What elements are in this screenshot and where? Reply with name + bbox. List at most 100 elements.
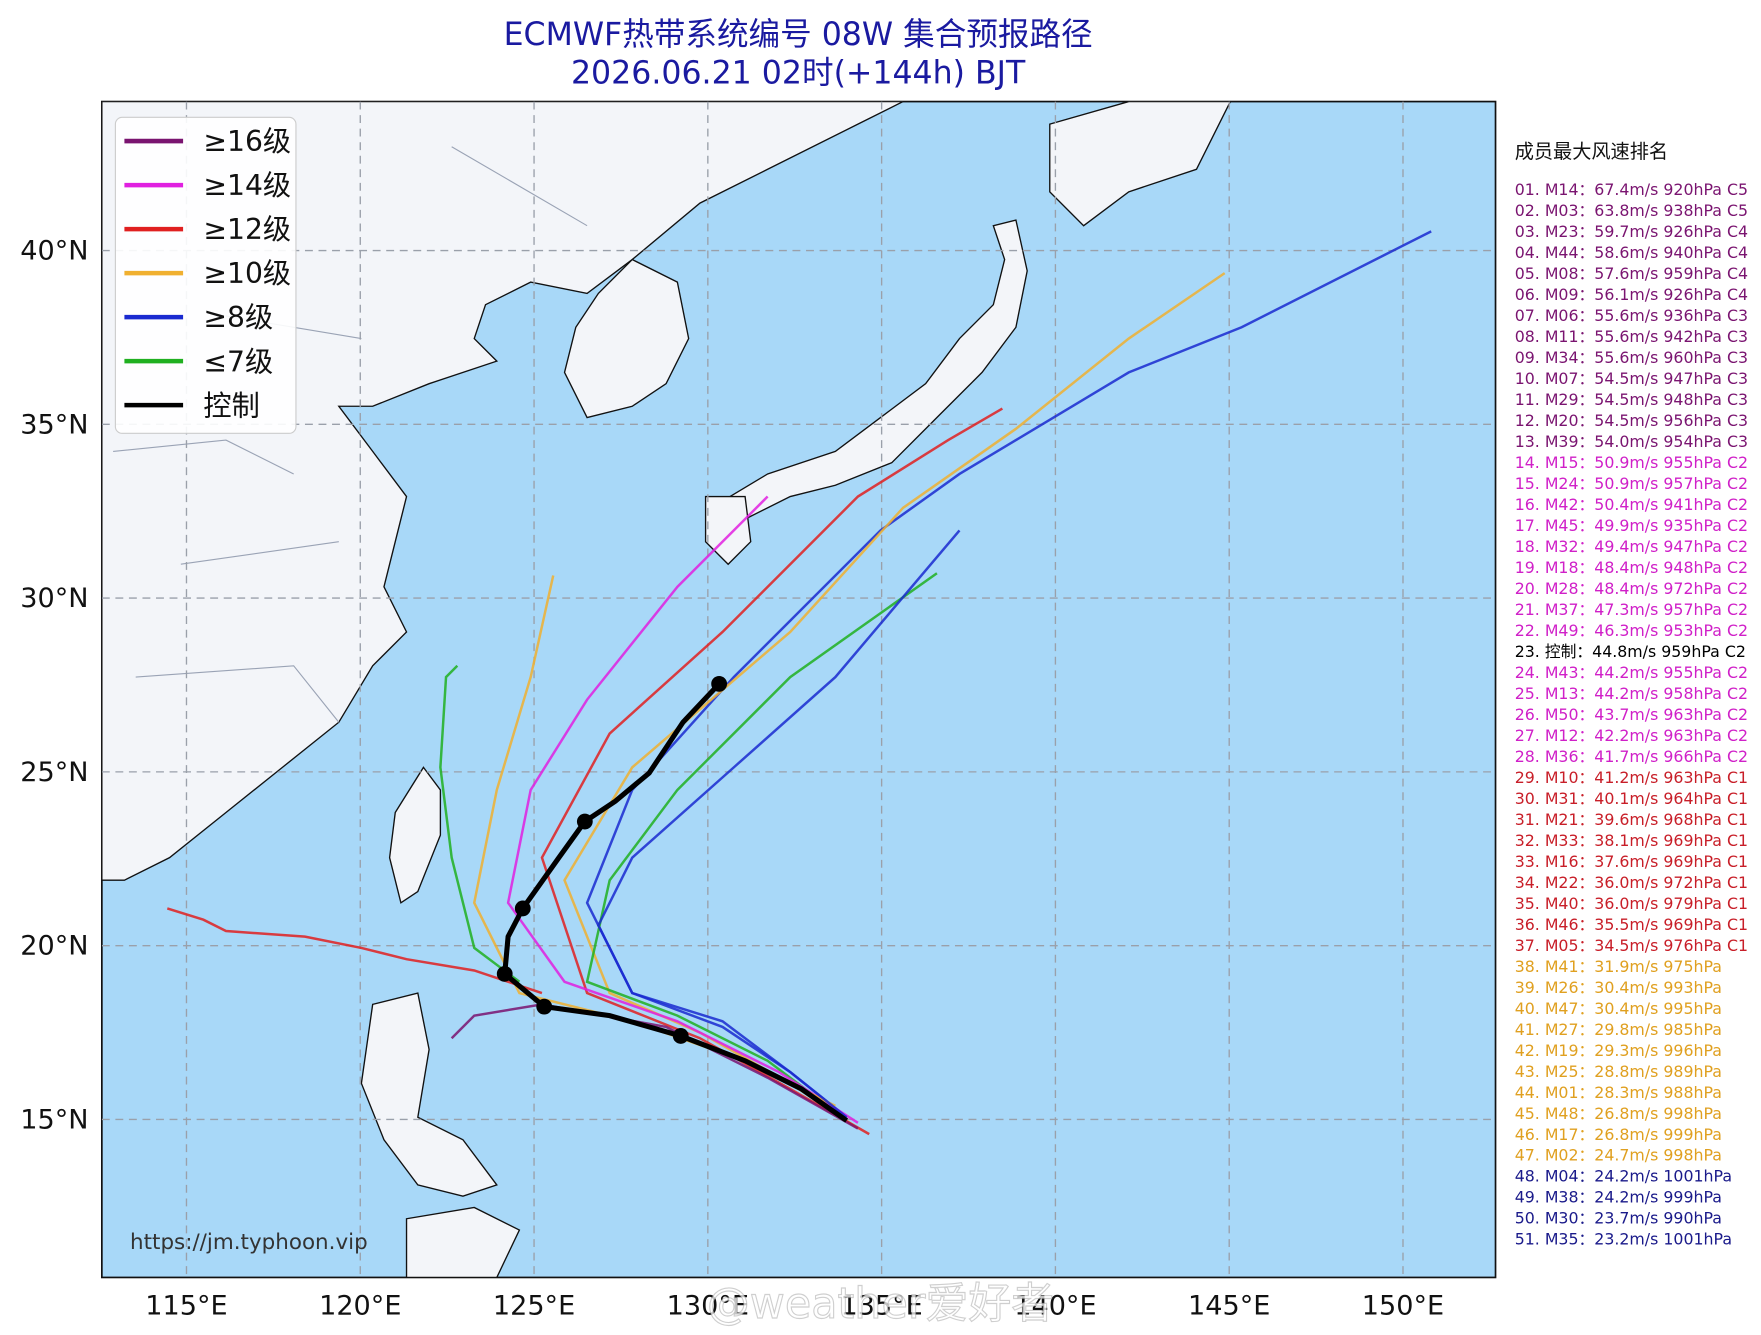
ranking-entry: 17. M45：49.9m/s 935hPa C2 [1515, 516, 1748, 535]
ranking-entry: 24. M43：44.2m/s 955hPa C2 [1515, 663, 1748, 682]
control-track [502, 682, 849, 1123]
control-points [496, 675, 728, 1044]
title: ECMWF热带系统编号 08W 集合预报路径 [504, 17, 1093, 53]
korea [563, 258, 690, 419]
ranking-entry: 49. M38：24.2m/s 999hPa [1515, 1188, 1722, 1207]
ranking-entry: 14. M15：50.9m/s 955hPa C2 [1515, 453, 1748, 472]
taiwan [388, 766, 442, 904]
ranking-entry: 29. M10：41.2m/s 963hPa C1 [1515, 768, 1748, 787]
lat-label: 15°N [20, 1104, 88, 1135]
track [166, 907, 543, 995]
ranking-entry: 23. 控制：44.8m/s 959hPa C2 [1515, 642, 1746, 661]
source-url: https://jm.typhoon.vip [130, 1230, 368, 1255]
ranking-entry: 41. M27：29.8m/s 985hPa [1515, 1020, 1722, 1039]
track [585, 230, 1432, 1119]
control-point [536, 998, 553, 1015]
ranking-entry: 39. M26：30.4m/s 993hPa [1515, 978, 1722, 997]
ranking-entry: 09. M34：55.6m/s 960hPa C3 [1515, 348, 1748, 367]
ranking-entry: 44. M01：28.3m/s 988hPa [1515, 1083, 1722, 1102]
ranking-entry: 31. M21：39.6m/s 968hPa C1 [1515, 810, 1748, 829]
ranking-entry: 05. M08：57.6m/s 959hPa C4 [1515, 264, 1748, 283]
philippines-south [405, 1206, 521, 1278]
track [596, 529, 961, 1119]
control-point [711, 675, 728, 692]
ranking-entry: 43. M25：28.8m/s 989hPa [1515, 1062, 1722, 1081]
ranking-entry: 13. M39：54.0m/s 954hPa C3 [1515, 432, 1748, 451]
legend-box [114, 116, 297, 434]
lon-label: 115°E [145, 1291, 227, 1322]
ranking-entry: 48. M04：24.2m/s 1001hPa [1515, 1167, 1732, 1186]
ranking-entry: 40. M47：30.4m/s 995hPa [1515, 999, 1722, 1018]
ranking-entry: 10. M07：54.5m/s 947hPa C3 [1515, 369, 1748, 388]
lat-label: 40°N [20, 236, 88, 267]
ranking-entry: 26. M50：43.7m/s 963hPa C2 [1515, 705, 1748, 724]
lon-labels: 115°E 120°E 125°E 130°E 135°E 140°E 145°E 150°E [145, 1291, 1444, 1322]
control-point [672, 1028, 689, 1044]
ranking-entry: 45. M48：26.8m/s 998hPa [1515, 1104, 1722, 1123]
china [101, 101, 904, 881]
track [585, 572, 938, 1113]
japan-honshu [709, 219, 1028, 520]
ranking-entry: 03. M23：59.7m/s 926hPa C4 [1515, 222, 1748, 241]
track [563, 272, 1226, 1130]
lon-label: 130°E [667, 1291, 749, 1322]
ranking-entry: 50. M30：23.7m/s 990hPa [1515, 1209, 1722, 1228]
ranking-entry: 42. M19：29.3m/s 996hPa [1515, 1041, 1722, 1060]
legend-label: ≥10级 [203, 257, 291, 290]
track [439, 664, 521, 983]
legend-label: ≥14级 [203, 169, 291, 202]
ranking-entry: 25. M13：44.2m/s 958hPa C2 [1515, 684, 1748, 703]
ranking-entry: 16. M42：50.4m/s 941hPa C2 [1515, 495, 1748, 514]
ranking-entry: 35. M40：36.0m/s 979hPa C1 [1515, 894, 1748, 913]
ranking-entry: 02. M03：63.8m/s 938hPa C5 [1515, 201, 1748, 220]
ranking-entry: 33. M16：37.6m/s 969hPa C1 [1515, 852, 1748, 871]
legend-label: ≤7级 [203, 345, 273, 378]
ranking-entry: 28. M36：41.7m/s 966hPa C2 [1515, 747, 1748, 766]
ranking-entry: 12. M20：54.5m/s 956hPa C3 [1515, 411, 1748, 430]
control-point [496, 965, 513, 982]
ranking-entry: 51. M35：23.2m/s 1001hPa [1515, 1230, 1732, 1249]
lat-label: 20°N [20, 931, 88, 962]
ranking-entry: 08. M11：55.6m/s 942hPa C3 [1515, 327, 1748, 346]
ranking-entry: 34. M22：36.0m/s 972hPa C1 [1515, 873, 1748, 892]
ranking-entry: 11. M29：54.5m/s 948hPa C3 [1515, 390, 1748, 409]
subtitle: 2026.06.21 02时(+144h) BJT [571, 56, 1026, 92]
ranking-title: 成员最大风速排名 [1515, 140, 1668, 163]
luzon [360, 992, 498, 1197]
lat-labels: 40°N 35°N 30°N 25°N 20°N 15°N [20, 236, 88, 1136]
ranking-entry: 27. M12：42.2m/s 963hPa C2 [1515, 726, 1748, 745]
lat-label: 25°N [20, 757, 88, 788]
ranking-entry: 15. M24：50.9m/s 957hPa C2 [1515, 474, 1748, 493]
watermark: @weather爱好者 [707, 1279, 1054, 1329]
legend-label: 控制 [203, 389, 259, 422]
lon-label: 125°E [493, 1291, 575, 1322]
ranking-entry: 38. M41：31.9m/s 975hPa [1515, 957, 1722, 976]
ranking-entry: 46. M17：26.8m/s 999hPa [1515, 1125, 1722, 1144]
track [506, 495, 859, 1124]
ranking-entry: 01. M14：67.4m/s 920hPa C5 [1515, 180, 1748, 199]
ranking-entry: 04. M44：58.6m/s 940hPa C4 [1515, 243, 1748, 262]
legend-label: ≥16级 [203, 125, 291, 158]
lon-label: 140°E [1014, 1291, 1096, 1322]
legend-label: ≥8级 [203, 301, 273, 334]
ranking-entry: 36. M46：35.5m/s 969hPa C1 [1515, 915, 1748, 934]
lon-label: 120°E [319, 1291, 401, 1322]
ranking-entry: 37. M05：34.5m/s 976hPa C1 [1515, 936, 1748, 955]
ranking-entry: 21. M37：47.3m/s 957hPa C2 [1515, 600, 1748, 619]
ranking-entry: 18. M32：49.4m/s 947hPa C2 [1515, 537, 1748, 556]
lat-label: 30°N [20, 583, 88, 614]
ranking-entry: 20. M28：48.4m/s 972hPa C2 [1515, 579, 1748, 598]
lon-label: 150°E [1362, 1291, 1444, 1322]
control-point [576, 813, 593, 830]
ranking-entry: 07. M06：55.6m/s 936hPa C3 [1515, 306, 1748, 325]
lat-label: 35°N [20, 409, 88, 440]
ranking-entry: 19. M18：48.4m/s 948hPa C2 [1515, 558, 1748, 577]
map: https://jm.typhoon.vip [100, 100, 1497, 1279]
ranking-entry: 30. M31：40.1m/s 964hPa C1 [1515, 789, 1748, 808]
control-point [514, 900, 531, 917]
ranking-entry: 06. M09：56.1m/s 926hPa C4 [1515, 285, 1748, 304]
ranking: 01. M14：67.4m/s 920hPa C5 02. M03：63.8m/s… [1515, 180, 1748, 1248]
